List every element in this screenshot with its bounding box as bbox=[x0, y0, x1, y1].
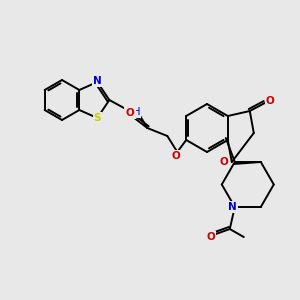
Text: N: N bbox=[228, 202, 237, 212]
Text: O: O bbox=[266, 96, 274, 106]
Text: O: O bbox=[172, 151, 181, 161]
Text: NH: NH bbox=[124, 107, 140, 117]
Text: O: O bbox=[206, 232, 215, 242]
Text: O: O bbox=[126, 108, 135, 118]
Text: N: N bbox=[93, 76, 102, 86]
Text: S: S bbox=[94, 113, 101, 123]
Text: O: O bbox=[219, 157, 228, 167]
